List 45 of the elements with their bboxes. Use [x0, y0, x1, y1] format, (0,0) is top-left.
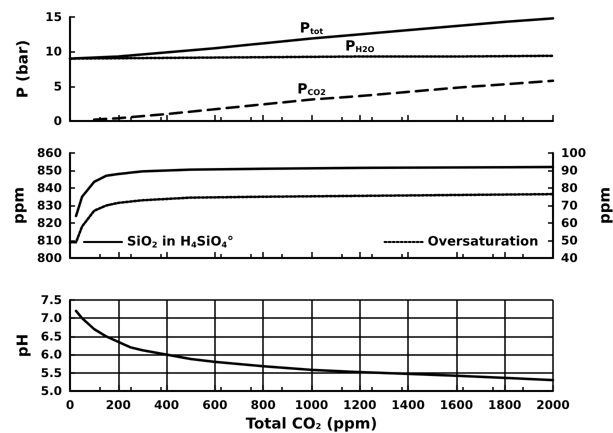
x-tick-label: 1600 [440, 398, 474, 412]
y-tick-label: 810 [36, 234, 62, 248]
y-tick-label: 7.5 [40, 293, 62, 307]
x-tick-label: 1400 [391, 398, 425, 412]
y-tick-label: 850 [36, 164, 62, 178]
x-tick-label: 1200 [343, 398, 377, 412]
y2-tick-label: 40 [561, 251, 578, 265]
y-tick-label: 6.5 [40, 329, 62, 344]
y2-tick-label: 60 [561, 216, 578, 230]
x-axis-title: Total CO2 (ppm) [246, 414, 378, 432]
y2-tick-label: 90 [561, 164, 578, 178]
y2-tick-label: 100 [561, 146, 586, 160]
x-tick-label: 200 [106, 398, 131, 412]
y-tick-label: 800 [36, 251, 62, 265]
x-tick-label: 400 [154, 398, 180, 412]
series-label: PCO2 [297, 82, 326, 98]
y-tick-label: 840 [36, 181, 62, 195]
y-tick-label: 6.0 [40, 348, 62, 362]
x-tick-label: 1800 [488, 398, 522, 412]
y-axis-title: ppm [10, 186, 28, 224]
y2-tick-label: 50 [561, 234, 578, 248]
y-tick-label: 10 [45, 44, 62, 59]
y-axis-title: P (bar) [14, 40, 32, 98]
legend-label: Oversaturation [428, 234, 538, 250]
y-tick-label: 7.0 [40, 311, 62, 326]
series-label: PH2O [345, 38, 375, 55]
series-label: Ptot [300, 20, 324, 36]
y-tick-label: 5 [54, 79, 62, 94]
y-tick-label: 860 [36, 146, 62, 160]
y-tick-label: 5.0 [40, 384, 62, 398]
y-tick-label: 15 [45, 10, 62, 24]
y2-tick-label: 80 [561, 181, 578, 195]
x-tick-label: 1000 [294, 398, 328, 412]
legend-label: SiO2 in H4SiO4° [127, 234, 234, 250]
y2-axis-title: ppm [595, 186, 613, 224]
y-axis-title: pH [13, 334, 32, 358]
x-tick-label: 0 [66, 398, 74, 412]
y-tick-label: 5.5 [40, 366, 62, 380]
x-tick-label: 800 [250, 398, 276, 412]
y-tick-label: 0 [54, 114, 62, 128]
y-tick-label: 830 [36, 198, 62, 212]
y-tick-label: 820 [36, 216, 62, 230]
x-tick-label: 2000 [536, 398, 570, 412]
y2-tick-label: 70 [561, 198, 578, 212]
x-tick-label: 600 [202, 398, 228, 412]
